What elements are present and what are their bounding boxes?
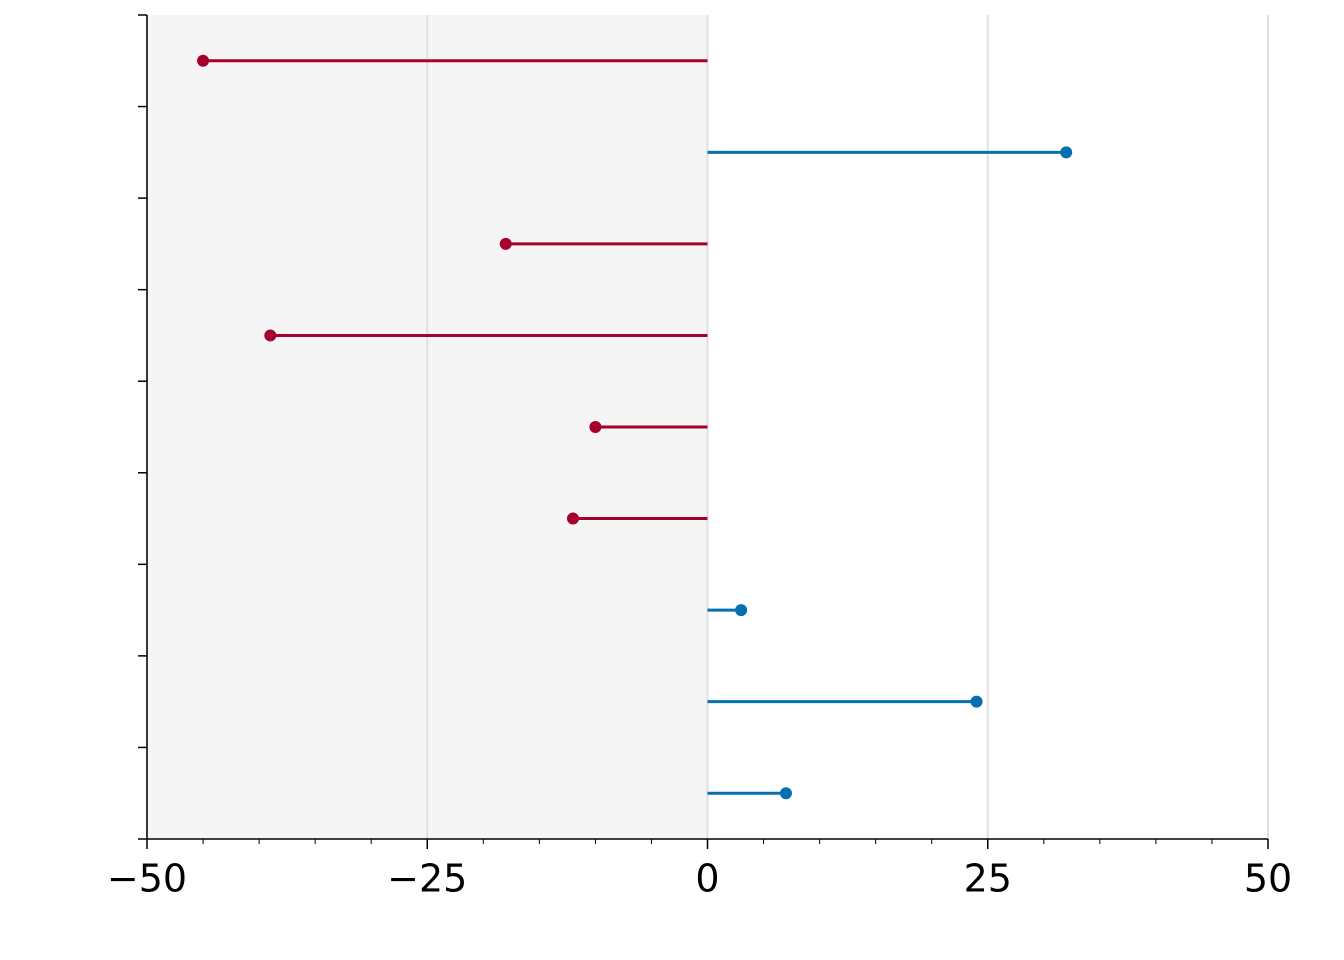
lollipop-dot — [566, 512, 579, 525]
lollipop-dot — [735, 604, 748, 617]
lollipop-dot — [779, 787, 792, 800]
x-tick-label: 50 — [1244, 857, 1292, 901]
x-tick-label: −50 — [107, 857, 187, 901]
lollipop-dot — [1060, 146, 1073, 159]
lollipop-dot — [499, 237, 512, 250]
x-tick-label: 25 — [964, 857, 1012, 901]
x-tick-label: −25 — [387, 857, 467, 901]
lollipop-dot — [589, 421, 602, 433]
lollipop-dot — [197, 54, 210, 67]
x-tick-label: 0 — [695, 857, 719, 901]
lollipop-dot — [264, 329, 277, 342]
lollipop-dot — [970, 695, 983, 708]
